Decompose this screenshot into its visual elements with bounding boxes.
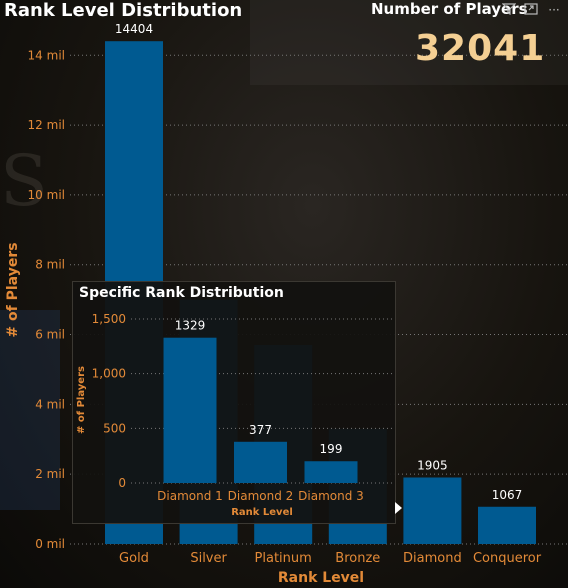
main-y-tick-label: 12 mil (28, 118, 65, 132)
focus-mode-icon[interactable] (523, 3, 539, 17)
inset-data-label: 1329 (175, 319, 206, 333)
inset-data-label: 199 (320, 442, 343, 456)
main-data-label: 1905 (417, 459, 448, 473)
specific-rank-tooltip: 0 500 1,000 1,500 1329 Diamond 1 377 Diamond 2 1… (72, 281, 396, 524)
page-title: Rank Level Distribution (4, 0, 243, 21)
inset-x-tick-label: Diamond 3 (298, 489, 364, 503)
inset-y-tick-label: 500 (103, 421, 126, 435)
inset-y-axis-label: # of Players (76, 366, 87, 434)
inset-x-axis-label: Rank Level (231, 507, 293, 518)
inset-chart-title: Specific Rank Distribution (79, 285, 284, 301)
inset-bar (163, 337, 217, 483)
kpi-value: 32041 (415, 28, 546, 69)
main-bar (403, 477, 462, 544)
tooltip-pointer (395, 502, 402, 514)
main-x-tick-label: Bronze (335, 551, 380, 566)
main-y-tick-label: 4 mil (35, 397, 65, 411)
inset-bar-chart: 0 500 1,000 1,500 1329 Diamond 1 377 Diamond 2 1… (76, 312, 395, 518)
main-data-label: 1067 (492, 488, 523, 502)
inset-bar (234, 441, 287, 483)
main-x-tick-label: Diamond (403, 551, 462, 566)
inset-x-tick-label: Diamond 2 (228, 489, 294, 503)
main-data-label: 14404 (115, 22, 153, 36)
main-x-tick-label: Gold (119, 551, 149, 566)
main-y-tick-label: 6 mil (35, 328, 65, 342)
main-y-tick-label: 14 mil (28, 48, 65, 62)
main-y-tick-label: 2 mil (35, 467, 65, 481)
main-bar (478, 506, 536, 544)
inset-y-tick-label: 1,000 (92, 367, 126, 381)
inset-y-tick-label: 1,500 (92, 312, 126, 326)
filter-icon[interactable] (501, 3, 517, 17)
inset-x-tick-label: Diamond 1 (157, 489, 223, 503)
inset-data-label: 377 (249, 423, 272, 437)
main-y-tick-label: 8 mil (35, 258, 65, 272)
more-options-icon[interactable]: ··· (548, 3, 560, 17)
main-y-tick-label: 10 mil (28, 188, 65, 202)
main-x-tick-label: Silver (190, 551, 227, 566)
main-y-tick-label: 0 mil (35, 537, 65, 551)
main-x-tick-label: Conqueror (473, 551, 542, 566)
kpi-label: Number of Players (371, 0, 528, 18)
main-x-axis-label: Rank Level (278, 570, 364, 586)
main-x-tick-label: Platinum (255, 551, 312, 566)
main-y-axis-label: # of Players (5, 242, 21, 337)
inset-y-tick-label: 0 (118, 476, 126, 490)
inset-bar (304, 461, 358, 483)
